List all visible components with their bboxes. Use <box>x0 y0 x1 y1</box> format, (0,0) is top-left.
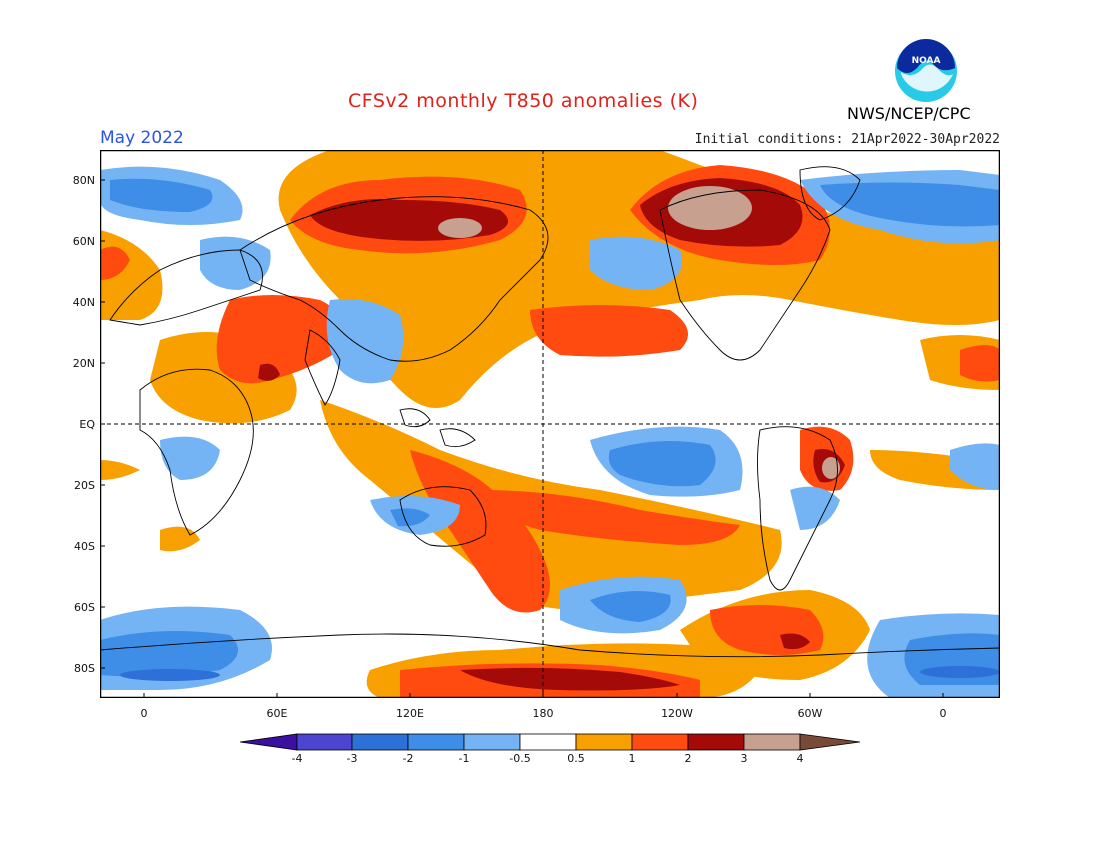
colorbar-label: 3 <box>740 752 748 765</box>
lat-label-40n: 40N <box>72 296 95 309</box>
colorbar-label: -4 <box>291 752 303 765</box>
lat-label-80n: 80N <box>72 174 95 187</box>
forecast-month: May 2022 <box>100 128 184 148</box>
lon-label-0: 0 <box>140 707 148 720</box>
lat-label-80s: 80S <box>74 662 95 675</box>
logo-text: NOAA <box>912 56 941 66</box>
agency-label: NWS/NCEP/CPC <box>847 104 971 123</box>
colorbar-label: 0.5 <box>567 752 585 765</box>
colorbar-label: -3 <box>346 752 358 765</box>
lon-label-180: 180 <box>532 707 554 720</box>
colorbar-label: -0.5 <box>509 752 531 765</box>
colorbar <box>240 733 860 751</box>
initial-conditions: Initial conditions: 21Apr2022-30Apr2022 <box>694 132 1000 147</box>
lat-label-20n: 20N <box>72 357 95 370</box>
colorbar-label: 1 <box>628 752 636 765</box>
lon-label-60e: 60E <box>266 707 288 720</box>
colorbar-label: -1 <box>458 752 470 765</box>
colorbar-label: 2 <box>684 752 692 765</box>
lat-label-20s: 20S <box>74 479 95 492</box>
noaa-logo-icon: NOAA <box>895 39 957 102</box>
anomaly-map <box>100 150 1000 698</box>
colorbar-label: 4 <box>796 752 804 765</box>
lon-label-120w: 120W <box>661 707 693 720</box>
lon-label-60w: 60W <box>797 707 823 720</box>
lon-label-120e: 120E <box>396 707 424 720</box>
lat-label-60n: 60N <box>72 235 95 248</box>
lat-label-eq: EQ <box>79 418 95 431</box>
lat-label-40s: 40S <box>74 540 95 553</box>
lon-label-0-east: 0 <box>939 707 947 720</box>
colorbar-label: -2 <box>402 752 414 765</box>
lat-label-60s: 60S <box>74 601 95 614</box>
map-title: CFSv2 monthly T850 anomalies (K) <box>348 90 699 112</box>
